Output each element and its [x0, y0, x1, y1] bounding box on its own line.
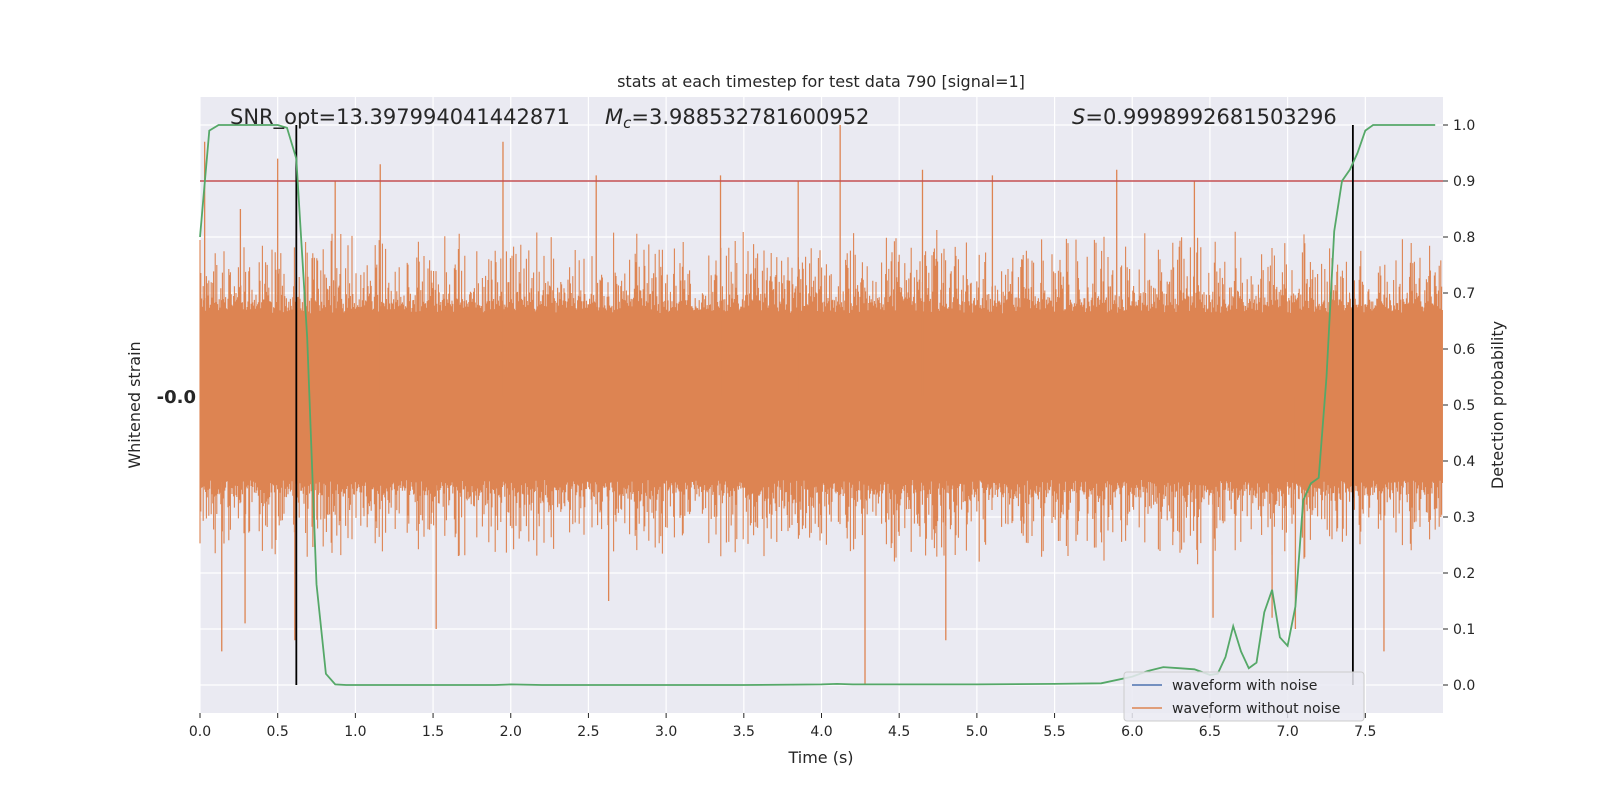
x-tick-label: 0.0: [189, 724, 211, 740]
legend-frame: [1123, 671, 1365, 722]
x-tick-label: 2.0: [500, 724, 522, 740]
x-tick-label: 3.5: [733, 724, 755, 740]
x-tick-label: 1.5: [422, 724, 444, 740]
y-right-tick-label: 0.4: [1453, 454, 1475, 470]
x-tick-label: 1.0: [344, 724, 366, 740]
x-tick-label: 7.5: [1354, 724, 1376, 740]
legend-label-without-noise: waveform without noise: [1172, 701, 1340, 717]
x-tick-label: 4.5: [888, 724, 910, 740]
s-value: =0.9998992681503296: [1085, 105, 1336, 129]
x-tick-label: 0.5: [267, 724, 289, 740]
y-right-tick-label: 0.6: [1453, 342, 1475, 358]
x-tick-label: 6.5: [1199, 724, 1221, 740]
left-axis-tick-label: -0.0: [157, 387, 196, 408]
x-axis-label: Time (s): [787, 748, 853, 767]
s-symbol: S: [1072, 105, 1085, 129]
y-right-tick-label: 0.3: [1453, 510, 1475, 526]
mc-subscript: c: [623, 114, 632, 132]
chart-title: stats at each timestep for test data 790…: [617, 72, 1025, 91]
right-axis-label: Detection probability: [1488, 321, 1507, 489]
legend: waveform with noise waveform without noi…: [1123, 671, 1365, 722]
axes: 0.0 0.5 1.0 1.5 2.0 2.5 3.0 3.5 4.0 4.5 5.0 5.5 6.0 6…: [189, 118, 1475, 740]
x-tick-label: 3.0: [655, 724, 677, 740]
x-tick-label: 5.5: [1043, 724, 1065, 740]
y-right-tick-label: 0.2: [1453, 566, 1475, 582]
x-tick-label: 7.0: [1276, 724, 1298, 740]
x-tick-label: 6.0: [1121, 724, 1143, 740]
vertical-marker-group: [295, 125, 1354, 685]
waveform-without-noise-line: [199, 230, 1443, 565]
x-tick-label: 5.0: [966, 724, 988, 740]
mc-annotation: Mc=3.988532781600952: [605, 105, 869, 132]
y-right-tick-label: 0.0: [1453, 678, 1475, 694]
y-right-tick-label: 0.9: [1453, 174, 1475, 190]
y-right-tick-label: 0.7: [1453, 286, 1475, 302]
mc-symbol: M: [605, 105, 623, 129]
snr-value: =13.397994041442871: [319, 105, 570, 129]
snr-annotation: SNR_opt=13.397994041442871: [230, 105, 570, 130]
y-right-tick-label: 1.0: [1453, 118, 1475, 134]
x-tick-label: 2.5: [577, 724, 599, 740]
s-annotation: S=0.9998992681503296: [1072, 105, 1337, 129]
mc-value: =3.988532781600952: [631, 105, 869, 129]
waveform-without-noise-series: [199, 125, 1443, 685]
detection-probability-series: [199, 124, 1436, 686]
y-right-tick-label: 0.5: [1453, 398, 1475, 414]
legend-label-with-noise: waveform with noise: [1172, 678, 1317, 694]
detection-probability-line: [199, 124, 1436, 686]
y-right-tick-label: 0.1: [1453, 622, 1475, 638]
y-right-tick-label: 0.8: [1453, 230, 1475, 246]
snr-name: SNR_opt: [230, 105, 319, 130]
x-tick-label: 4.0: [810, 724, 832, 740]
left-axis-label: Whitened strain: [125, 341, 144, 468]
